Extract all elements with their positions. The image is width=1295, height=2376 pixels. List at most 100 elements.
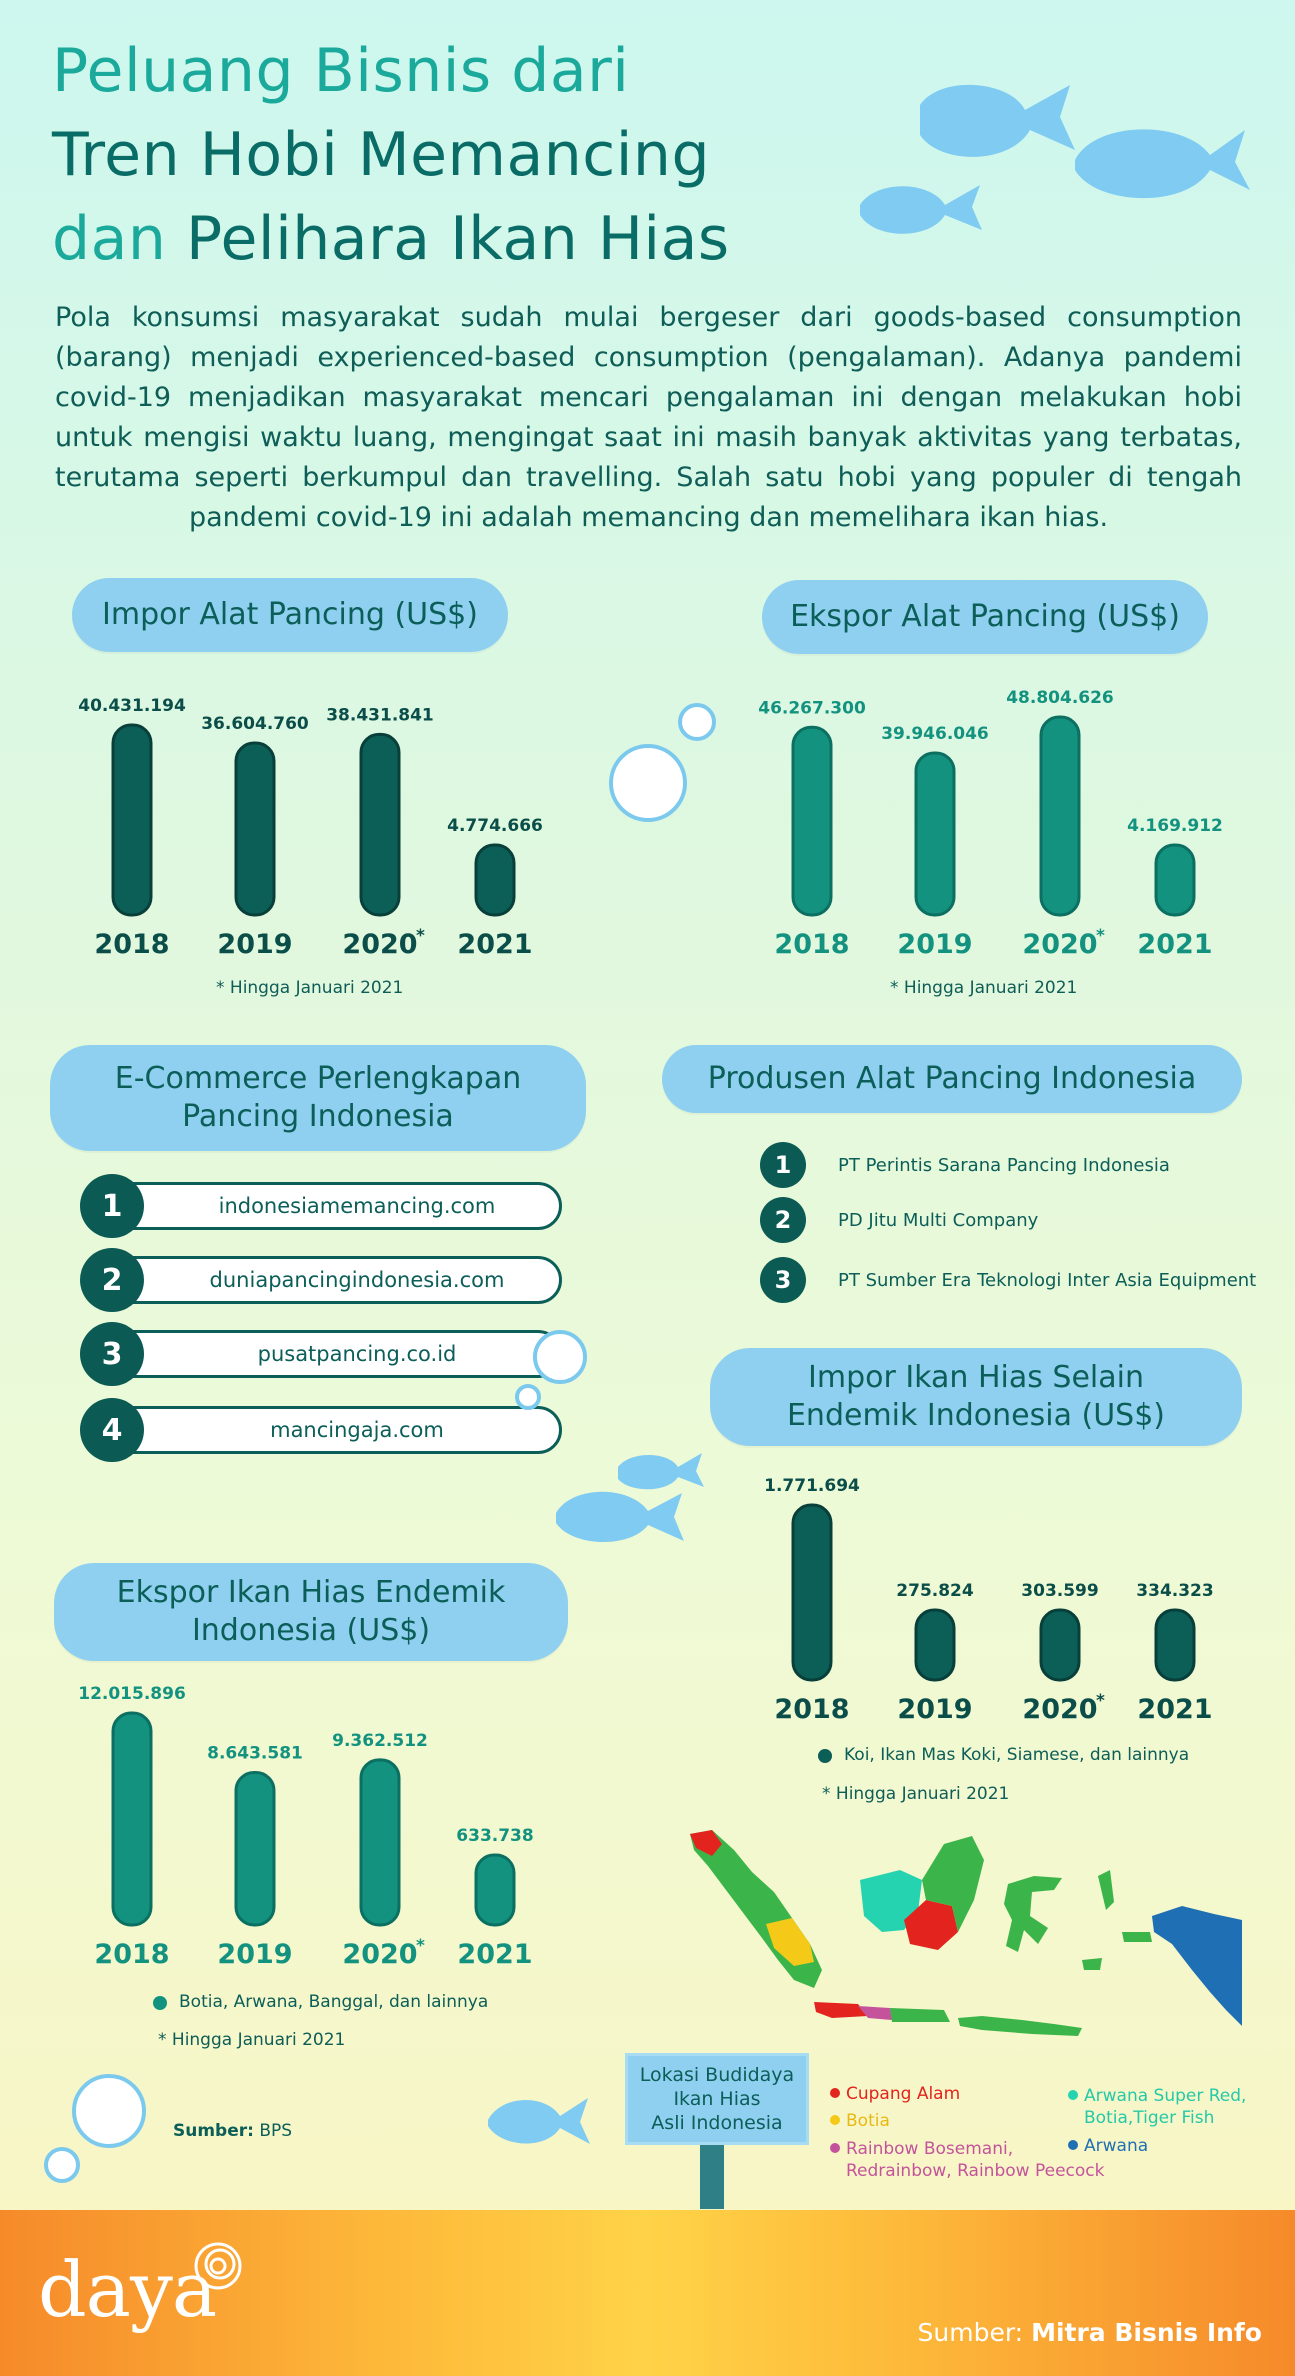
ecommerce-item: duniapancingindonesia.com 2 <box>80 1248 562 1312</box>
ekspor-alat-title: Ekspor Alat Pancing (US$) <box>762 580 1208 654</box>
bar-chart-svg: 46.267.300 2018 39.946.046 2019 48.804.626 20… <box>758 688 1223 960</box>
map-legend-dot <box>830 2088 840 2098</box>
bar-2021 <box>474 1853 516 1927</box>
bar-2019 <box>234 1770 276 1927</box>
impor-alat-title: Impor Alat Pancing (US$) <box>72 578 508 652</box>
producer-item-number: 2 <box>760 1197 806 1243</box>
map-legend-dot <box>830 2143 840 2153</box>
bar-2018 <box>791 1503 833 1682</box>
bar-2019 <box>914 1608 956 1682</box>
bar-chart-svg: 1.771.694 2018 275.824 2019 303.599 2020* 334.… <box>764 1476 1214 1725</box>
bar-2020 <box>359 1758 401 1927</box>
bar-value-label: 4.169.912 <box>1127 816 1223 836</box>
chart-impor-ikan: 1.771.694 2018 275.824 2019 303.599 2020 * 334.… <box>760 1460 1240 1730</box>
ecommerce-title: E-Commerce Perlengkapan Pancing Indonesia <box>50 1045 586 1151</box>
year-label: 2021 <box>457 1939 532 1970</box>
asterisk-mark: * <box>416 1936 425 1956</box>
bar-value-label: 46.267.300 <box>758 698 866 718</box>
year-label: 2018 <box>94 929 169 960</box>
bar-value-label: 303.599 <box>1021 1581 1098 1601</box>
ecommerce-item: pusatpancing.co.id 3 <box>80 1322 562 1386</box>
producer-item-number: 1 <box>760 1142 806 1188</box>
bubble-decoration <box>44 2147 80 2183</box>
asterisk-mark: * <box>416 926 425 946</box>
map-maluku <box>1082 1870 1152 1970</box>
map-legend-label: Arwana <box>1084 2136 1149 2156</box>
bar-value-label: 334.323 <box>1136 1581 1213 1601</box>
ecommerce-item-number: 1 <box>80 1174 144 1238</box>
source-bps: Sumber: BPS <box>173 2121 293 2141</box>
map-sign: Lokasi Budidaya Ikan Hias Asli Indonesia <box>625 2053 809 2145</box>
bar-value-label: 275.824 <box>896 1581 974 1601</box>
producer-item-label: PT Sumber Era Teknologi Inter Asia Equip… <box>838 1269 1257 1291</box>
intro-paragraph: Pola konsumsi masyarakat sudah mulai ber… <box>55 302 1242 533</box>
map-java-east <box>890 2008 950 2022</box>
ecommerce-item-label: indonesiamemancing.com <box>102 1182 562 1230</box>
title-accent: dan <box>52 204 167 274</box>
fish-decoration-icon <box>860 84 1250 234</box>
ecommerce-item-label: duniapancingindonesia.com <box>102 1256 562 1304</box>
bar-2020 <box>1039 715 1081 917</box>
chart-impor-alat: 40.431.194 2018 36.604.760 2019 38.431.841 20… <box>78 680 560 970</box>
daya-logo-swirl-icon <box>194 2242 242 2290</box>
footer-bar <box>0 2210 1295 2376</box>
title-line-2: Tren Hobi Memancing <box>52 120 711 190</box>
bar-chart-svg: 40.431.194 2018 36.604.760 2019 38.431.841 20… <box>78 696 543 960</box>
bar-value-label: 12.015.896 <box>78 1684 186 1704</box>
map-kalimantan-west <box>860 1870 922 1932</box>
map-legend-dot <box>1068 2090 1078 2100</box>
bar-2018 <box>111 723 153 917</box>
bar-value-label: 4.774.666 <box>447 816 543 836</box>
producer-item-number: 3 <box>760 1257 806 1303</box>
map-sumatra-aceh <box>690 1830 722 1856</box>
bar-2021 <box>1154 843 1196 917</box>
bubble-decoration <box>609 744 687 822</box>
ecommerce-item-label: pusatpancing.co.id <box>102 1330 562 1378</box>
bar-2019 <box>234 741 276 917</box>
map-sulawesi <box>1004 1876 1062 1952</box>
map-papua <box>1152 1906 1242 2026</box>
legend-impor-ikan: Koi, Ikan Mas Koki, Siamese, dan lainnya <box>844 1745 1190 1765</box>
bar-2018 <box>791 725 833 917</box>
year-label: 2018 <box>774 1694 849 1725</box>
bar-2021 <box>1154 1608 1196 1682</box>
bar-value-label: 1.771.694 <box>764 1476 860 1496</box>
bubble-decoration <box>533 1330 587 1384</box>
map-legend-dot <box>830 2115 840 2125</box>
bar-value-label: 39.946.046 <box>881 724 989 744</box>
ecommerce-item: indonesiamemancing.com 1 <box>80 1174 562 1238</box>
footnote-impor-alat: * Hingga Januari 2021 <box>216 978 404 998</box>
bar-2018 <box>111 1711 153 1927</box>
bar-value-label: 48.804.626 <box>1006 688 1114 708</box>
legend-dot-impor-ikan <box>818 1749 832 1763</box>
ecommerce-item: mancingaja.com 4 <box>80 1398 562 1462</box>
asterisk-mark: * <box>1096 926 1105 946</box>
bar-value-label: 8.643.581 <box>207 1743 303 1763</box>
bar-value-label: 36.604.760 <box>201 714 309 734</box>
map-legend-label: Rainbow Bosemani, Redrainbow, Rainbow Pee… <box>846 2139 1105 2181</box>
year-label: 2020 <box>1022 929 1097 960</box>
year-label: 2021 <box>1137 1694 1212 1725</box>
title-line-3: dan Pelihara Ikan Hias <box>52 202 730 276</box>
fish-decoration-icon <box>556 1453 704 1543</box>
map-legend-label: Botia <box>846 2111 890 2131</box>
map-java-west <box>814 2002 868 2018</box>
bar-2019 <box>914 751 956 917</box>
year-label: 2018 <box>774 929 849 960</box>
bar-value-label: 40.431.194 <box>78 696 186 716</box>
ecommerce-item-number: 2 <box>80 1248 144 1312</box>
footnote-ekspor-ikan: * Hingga Januari 2021 <box>158 2030 346 2050</box>
map-sign-post <box>700 2145 724 2209</box>
year-label: 2019 <box>897 1694 972 1725</box>
map-java-mid <box>858 2006 892 2020</box>
bubble-decoration <box>72 2074 146 2148</box>
bar-2020 <box>1039 1608 1081 1682</box>
producer-item-label: PT Perintis Sarana Pancing Indonesia <box>838 1154 1170 1176</box>
map-legend-label: Cupang Alam <box>846 2084 961 2104</box>
year-label: 2019 <box>217 929 292 960</box>
map-kalimantan-east <box>922 1836 984 1932</box>
producer-item: 2 PD Jitu Multi Company <box>760 1197 1038 1243</box>
map-sumatra-botia <box>766 1918 814 1966</box>
bar-value-label: 9.362.512 <box>332 1731 428 1751</box>
footnote-impor-ikan: * Hingga Januari 2021 <box>822 1784 1010 1804</box>
